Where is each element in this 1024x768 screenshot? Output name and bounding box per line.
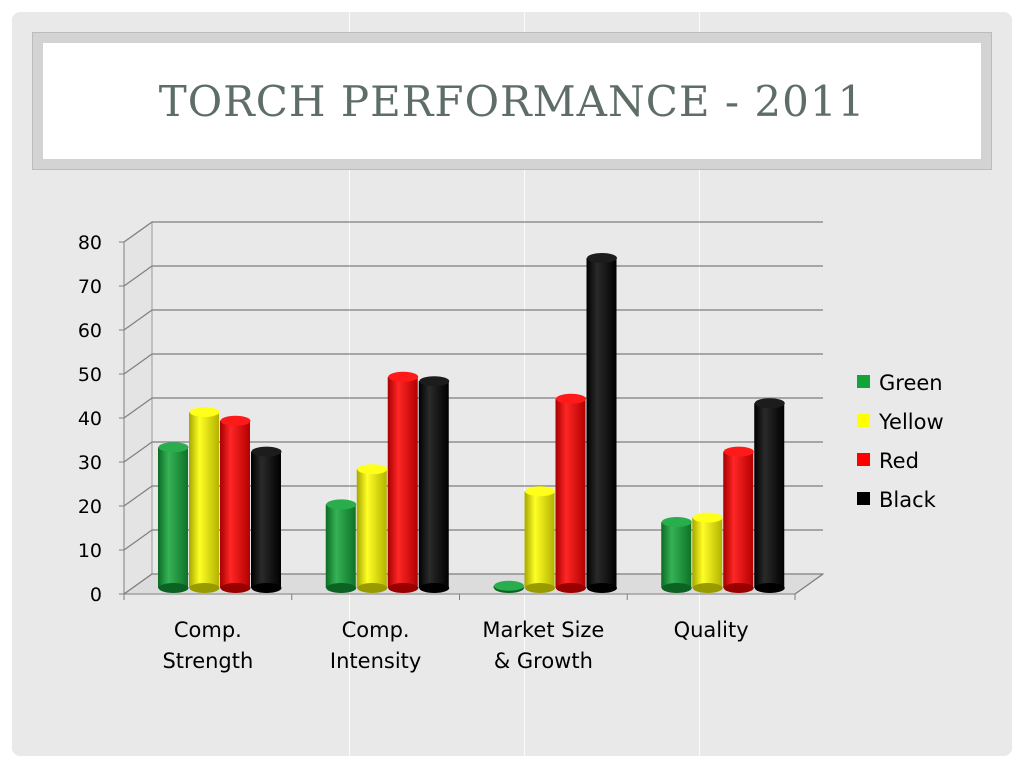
bar-red <box>387 376 418 588</box>
y-tick-label: 50 <box>78 364 102 386</box>
slide: TORCH PERFORMANCE - 2011 <box>12 12 1012 756</box>
bar-black <box>251 451 281 588</box>
x-category-label: Comp. <box>174 618 242 642</box>
bar-base <box>220 583 251 593</box>
y-tick-label: 20 <box>78 496 102 518</box>
y-tick-label: 0 <box>90 584 102 606</box>
bar-top <box>692 512 723 523</box>
x-category-label: Comp. <box>342 618 410 642</box>
bar-top <box>189 407 220 417</box>
bar-yellow <box>524 491 555 588</box>
bar-green <box>325 504 356 588</box>
bar-top <box>556 393 586 404</box>
gridline <box>123 221 823 243</box>
legend-label: Green <box>879 371 943 395</box>
slide-title: TORCH PERFORMANCE - 2011 <box>158 76 866 126</box>
title-frame: TORCH PERFORMANCE - 2011 <box>32 32 992 170</box>
legend-label: Red <box>879 449 919 473</box>
x-category-label: & Growth <box>494 649 593 673</box>
bar-base <box>388 583 419 593</box>
y-tick-label: 40 <box>78 408 102 430</box>
legend-swatch <box>857 414 870 427</box>
bar-base <box>692 583 723 593</box>
bar-base <box>158 583 189 593</box>
bar-top <box>494 580 524 591</box>
bar-red <box>220 420 250 588</box>
gridline <box>123 265 823 287</box>
background-line <box>524 12 525 756</box>
bar-red <box>555 398 586 588</box>
gridline <box>123 309 823 331</box>
background-line <box>699 12 700 756</box>
bar-top <box>525 486 555 497</box>
bar-green <box>158 447 188 588</box>
bar-top <box>158 442 189 453</box>
y-tick-label: 70 <box>78 276 102 298</box>
y-tick-label: 10 <box>78 540 102 562</box>
legend-label: Yellow <box>878 410 944 434</box>
bar-base <box>357 583 388 593</box>
bar-base <box>661 583 692 593</box>
bar-black <box>754 403 785 588</box>
bar-base <box>251 583 282 593</box>
bar-base <box>326 583 357 593</box>
gridline <box>123 353 823 375</box>
bar-top <box>326 499 357 510</box>
x-category-label: Quality <box>674 618 749 642</box>
x-category-label: Market Size <box>482 618 604 642</box>
y-tick-label: 30 <box>78 452 102 474</box>
bar-base <box>754 583 785 593</box>
y-tick-label: 60 <box>78 320 102 342</box>
bar-green <box>661 522 692 588</box>
bar-black <box>418 381 449 588</box>
bar-base <box>525 583 555 593</box>
x-category-label: Strength <box>162 649 253 673</box>
bar-black <box>586 258 617 588</box>
legend-swatch <box>857 375 870 388</box>
bar-top <box>587 253 617 263</box>
bar-base <box>587 583 617 593</box>
bar-base <box>556 583 586 593</box>
legend-swatch <box>857 453 870 466</box>
bar-top <box>251 446 282 457</box>
bar-yellow <box>692 517 723 588</box>
legend-label: Black <box>879 488 937 512</box>
gridline <box>123 397 823 419</box>
bar-base <box>419 583 450 593</box>
bar-top <box>388 371 419 382</box>
bar-top <box>357 464 388 475</box>
bar-top <box>661 517 692 527</box>
x-category-label: Intensity <box>330 649 421 673</box>
background-line <box>349 12 350 756</box>
bar-base <box>723 583 754 593</box>
legend-swatch <box>857 492 870 505</box>
floor-edge <box>794 573 824 595</box>
bar-top <box>220 415 251 426</box>
bar-yellow <box>356 469 387 588</box>
y-tick-label: 80 <box>78 232 102 254</box>
bar-top <box>723 446 754 457</box>
bar-yellow <box>189 412 219 588</box>
bar-top <box>419 376 450 387</box>
title-panel: TORCH PERFORMANCE - 2011 <box>43 43 981 159</box>
bar-base <box>189 583 220 593</box>
bar-top <box>754 398 785 409</box>
bar-red <box>723 451 754 588</box>
